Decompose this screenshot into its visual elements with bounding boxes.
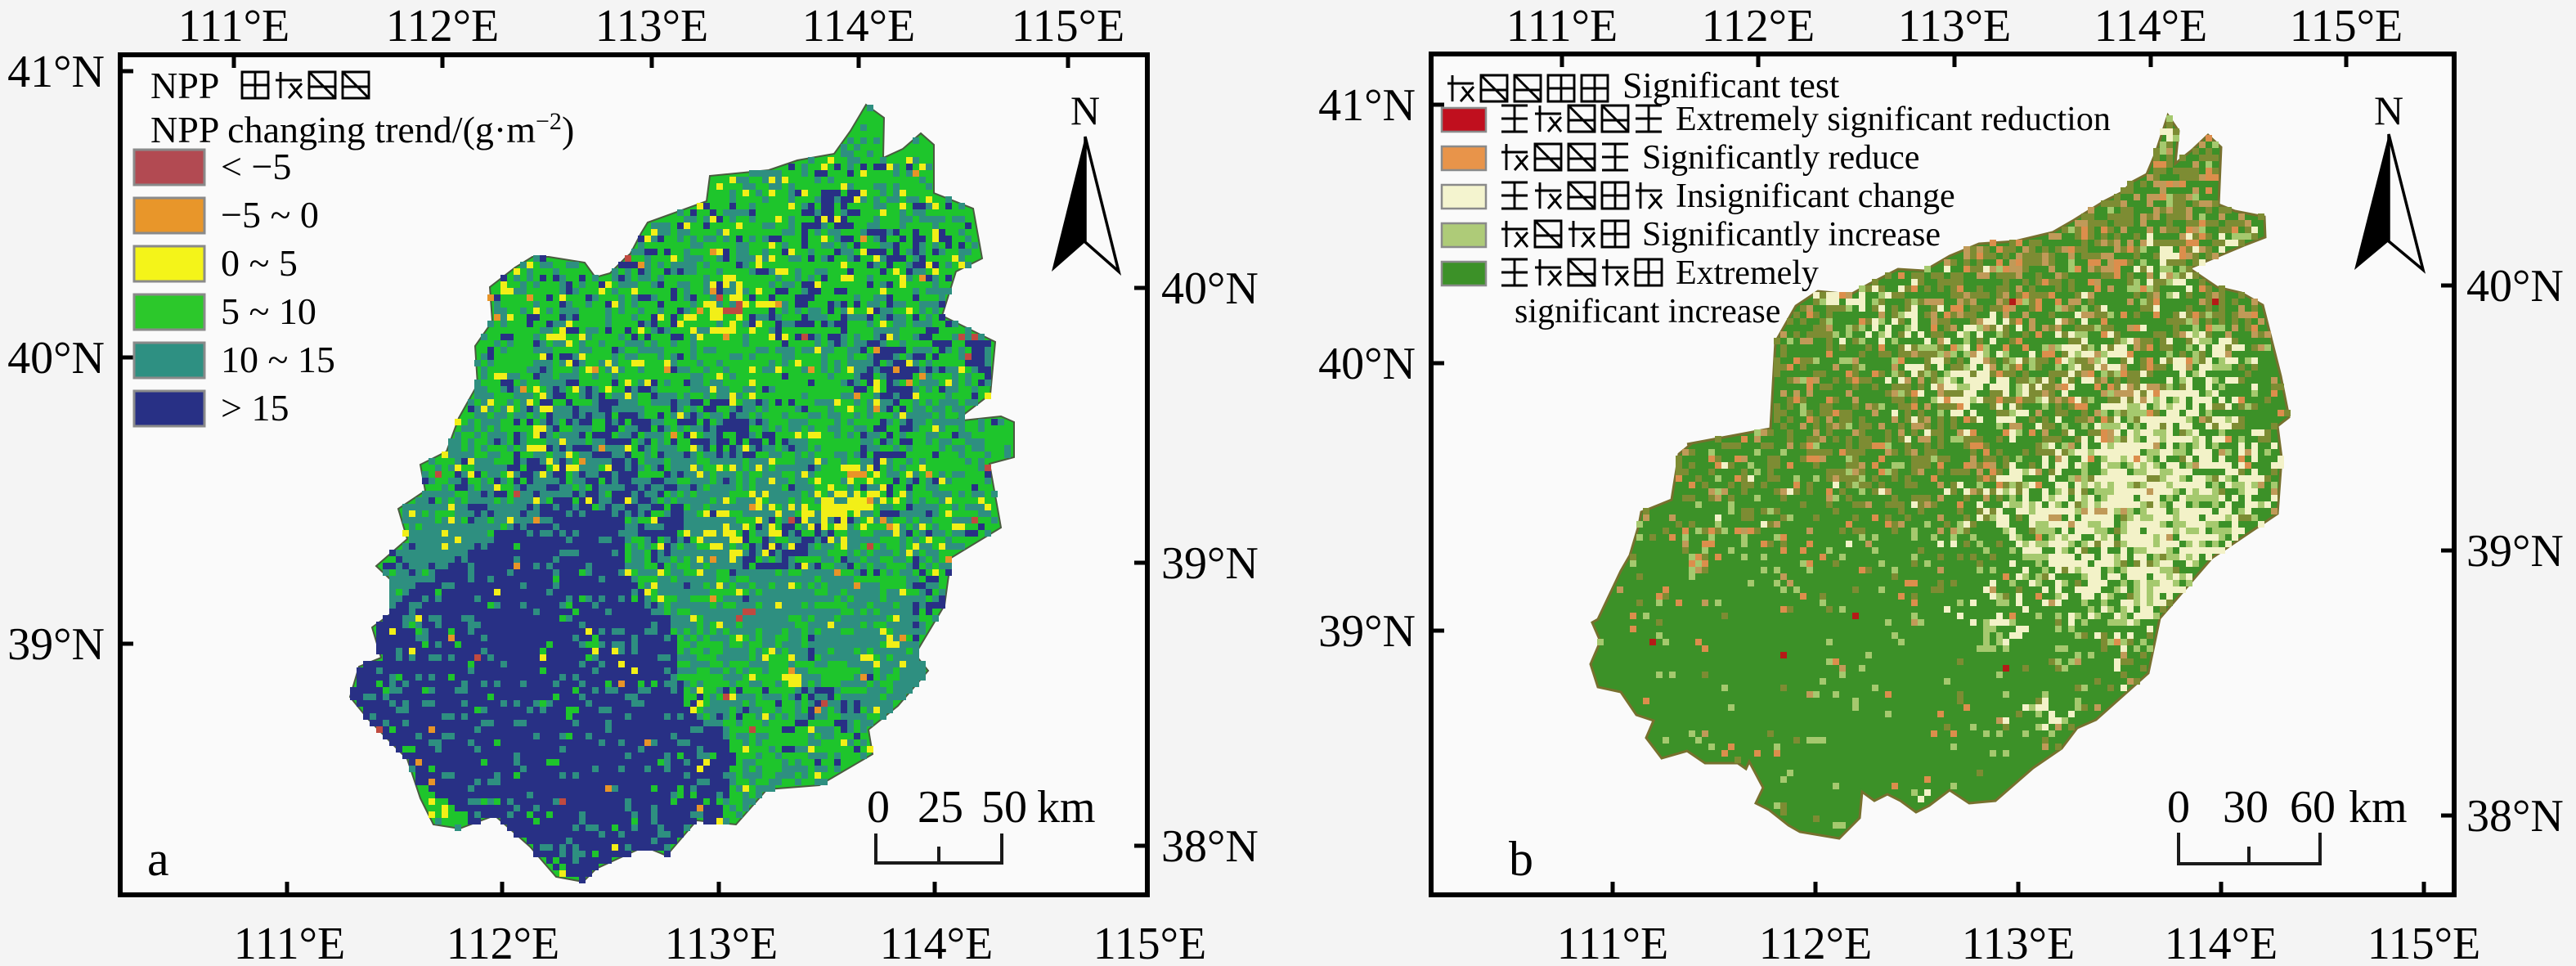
svg-text:N: N [1070,88,1100,133]
svg-text:< −5: < −5 [221,146,291,187]
svg-text:km: km [2349,782,2408,833]
svg-text:50: 50 [981,782,1027,833]
svg-text:113°E: 113°E [665,919,779,966]
svg-text:111°E: 111°E [1506,1,1618,52]
svg-text:115°E: 115°E [2367,919,2481,966]
svg-text:38°N: 38°N [2466,791,2564,842]
svg-text:40°N: 40°N [1161,263,1259,314]
svg-text:> 15: > 15 [221,387,289,429]
svg-text:113°E: 113°E [1962,919,2076,966]
svg-text:114°E: 114°E [2094,1,2208,52]
svg-text:0: 0 [867,782,890,833]
svg-text:NPP: NPP [150,65,219,106]
svg-text:km: km [1037,782,1096,833]
svg-text:b: b [1509,832,1533,886]
svg-text:115°E: 115°E [1012,1,1125,52]
svg-text:111°E: 111°E [1557,919,1668,966]
svg-text:40°N: 40°N [1318,339,1416,389]
svg-text:114°E: 114°E [2165,919,2278,966]
svg-text:111°E: 111°E [234,919,345,966]
svg-text:NPP changing trend/(g·m−2): NPP changing trend/(g·m−2) [150,108,574,151]
svg-text:39°N: 39°N [1161,538,1259,589]
svg-text:113°E: 113°E [595,1,709,52]
svg-text:−5 ~ 0: −5 ~ 0 [221,194,319,236]
svg-text:39°N: 39°N [7,619,105,670]
svg-text:0 ~ 5: 0 ~ 5 [221,242,298,284]
svg-text:115°E: 115°E [2290,1,2403,52]
svg-text:41°N: 41°N [7,47,105,97]
svg-text:112°E: 112°E [386,1,500,52]
svg-text:Significant test: Significant test [1622,65,1839,106]
svg-text:a: a [147,832,169,886]
svg-text:Insignificant change: Insignificant change [1676,177,1955,215]
svg-text:60: 60 [2290,782,2336,833]
svg-text:5 ~ 10: 5 ~ 10 [221,290,316,332]
svg-text:39°N: 39°N [2466,526,2564,577]
svg-text:30: 30 [2223,782,2269,833]
svg-text:39°N: 39°N [1318,606,1416,657]
svg-text:112°E: 112°E [1702,1,1815,52]
svg-text:Significantly increase: Significantly increase [1642,216,1941,254]
svg-text:41°N: 41°N [1318,80,1416,131]
svg-text:10 ~ 15: 10 ~ 15 [221,339,335,380]
svg-text:significant increase: significant increase [1515,293,1780,330]
svg-text:40°N: 40°N [2466,261,2564,312]
svg-text:Extremely significant reductio: Extremely significant reduction [1676,101,2111,138]
svg-text:Significantly reduce: Significantly reduce [1642,139,1919,177]
svg-text:111°E: 111°E [178,1,289,52]
svg-text:N: N [2374,88,2403,133]
svg-text:114°E: 114°E [880,919,994,966]
svg-text:40°N: 40°N [7,333,105,384]
svg-text:Extremely: Extremely [1676,254,1819,292]
svg-text:113°E: 113°E [1898,1,2012,52]
svg-text:114°E: 114°E [802,1,916,52]
svg-text:0: 0 [2167,782,2190,833]
svg-text:38°N: 38°N [1161,821,1259,872]
svg-text:112°E: 112°E [447,919,560,966]
svg-text:25: 25 [918,782,963,833]
svg-text:112°E: 112°E [1759,919,1873,966]
svg-text:115°E: 115°E [1093,919,1207,966]
